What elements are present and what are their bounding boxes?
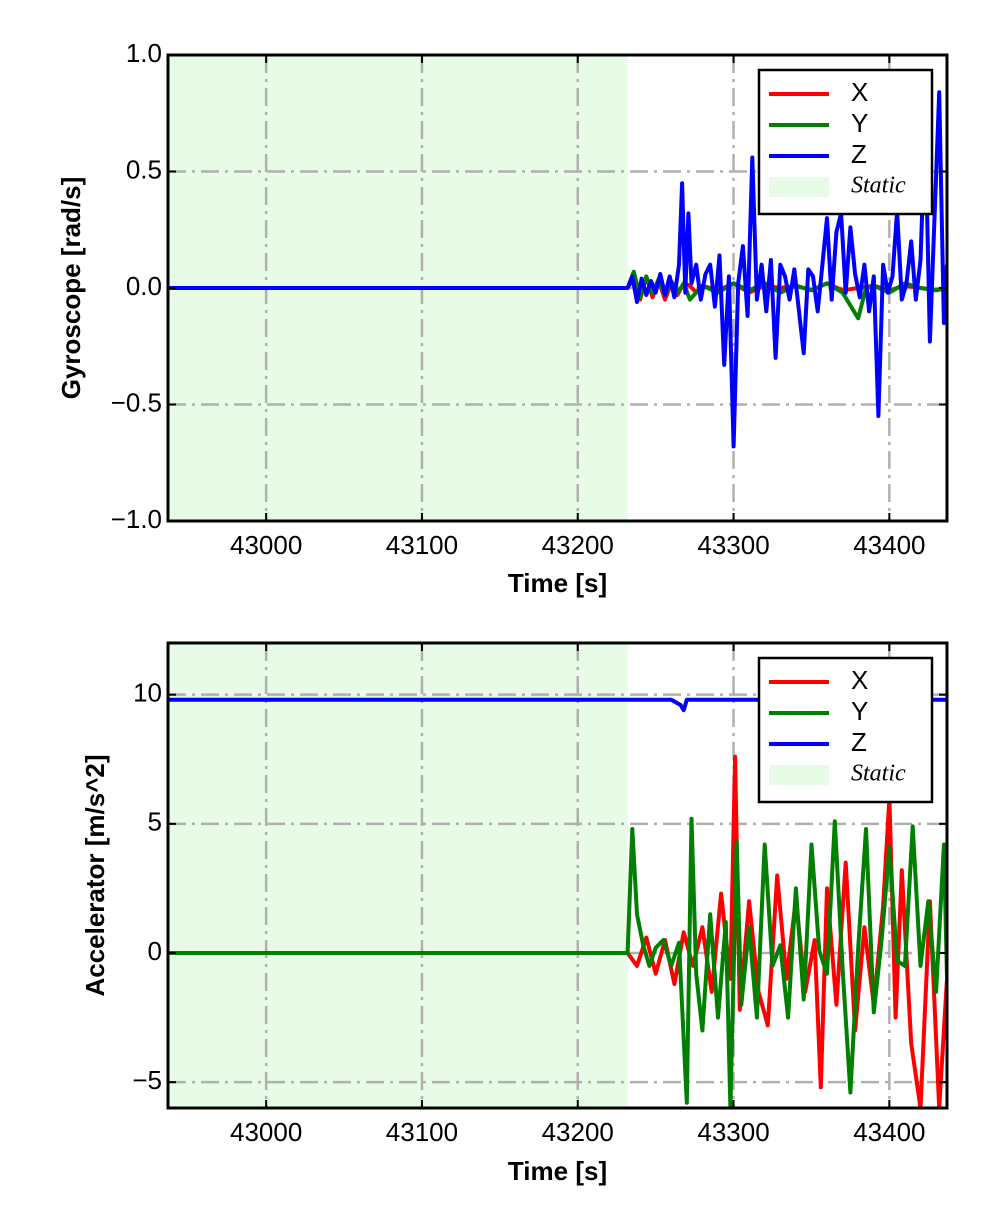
y-tick-label: 0 [148, 936, 162, 966]
legend: XYZ Static [757, 68, 934, 216]
y-tick-label: 5 [148, 807, 162, 837]
x-tick-label: 43300 [697, 1117, 769, 1147]
x-axis-title: Time [s] [508, 1156, 607, 1186]
y-tick-label: 0.0 [126, 271, 162, 301]
y-tick-label: −5 [132, 1065, 162, 1095]
x-tick-label: 43400 [853, 530, 925, 560]
x-tick-label: 43400 [853, 1117, 925, 1147]
legend-label-static: Static [851, 173, 906, 199]
x-tick-label: 43000 [230, 530, 302, 560]
plot-area [168, 90, 947, 449]
y-axis-title: Gyroscope [rad/s] [56, 177, 86, 400]
series-line-z [168, 90, 947, 449]
x-axis-title: Time [s] [508, 568, 607, 598]
y-tick-label: −0.5 [111, 387, 162, 417]
chart-panel-1: 43000 43100 43200 43300 43400 −1.0 −0.5 0.0 0.5 1… [56, 38, 949, 598]
y-tick-label: 0.5 [126, 154, 162, 184]
legend-swatch-static [769, 177, 829, 197]
legend-label-y: Y [851, 696, 868, 726]
x-tick-label: 43200 [542, 530, 614, 560]
y-tick-label: −1.0 [111, 504, 162, 534]
y-tick-label: 10 [133, 678, 162, 708]
axes-frame [166, 641, 949, 1110]
x-tick-label: 43000 [230, 1117, 302, 1147]
x-tick-label: 43300 [697, 530, 769, 560]
static-region [168, 643, 628, 1108]
legend-label-x: X [851, 665, 868, 695]
series-line-z [168, 697, 947, 713]
y-axis-title: Accelerator [m/s^2] [80, 754, 110, 996]
legend: XYZ Static [757, 656, 934, 804]
legend-label-z: Z [851, 139, 867, 169]
series-line-y [168, 816, 947, 1108]
legend-swatch-static [769, 765, 829, 785]
y-tick-label: 1.0 [126, 38, 162, 68]
x-tick-label: 43100 [386, 530, 458, 560]
legend-label-static: Static [851, 761, 906, 787]
series-line-y [168, 269, 947, 321]
x-tick-label: 43200 [542, 1117, 614, 1147]
chart-panel-2: 43000 43100 43200 43300 43400 −5 0 5 10 Time [s] A… [80, 641, 949, 1186]
legend-label-x: X [851, 77, 868, 107]
plot-area [168, 697, 947, 1108]
legend-label-y: Y [851, 108, 868, 138]
x-tick-label: 43100 [386, 1117, 458, 1147]
legend-label-z: Z [851, 727, 867, 757]
series-line-x [168, 754, 947, 1108]
